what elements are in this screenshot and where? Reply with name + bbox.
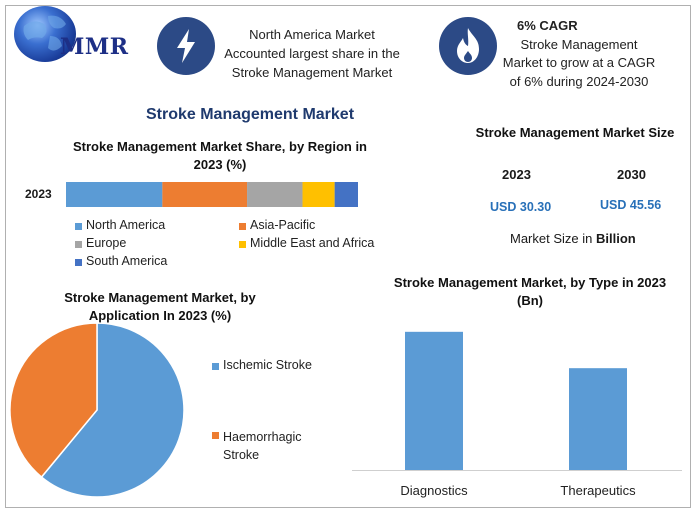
type-chart-title: Stroke Management Market, by Type in 202…	[393, 275, 667, 308]
cagr-title: 6% CAGR	[517, 18, 578, 33]
region-segment-south-america	[334, 182, 358, 207]
value-2030: USD 45.56	[600, 198, 662, 212]
legend-label-middle-east-and-africa: Middle East and Africa	[250, 236, 375, 250]
note-unit: Billion	[595, 231, 636, 246]
info-box-north-america: North America Market Accounted largest s…	[212, 25, 412, 82]
x-tick-label-diagnostics: Diagnostics	[400, 483, 468, 498]
main-title: Stroke Management Market	[145, 106, 355, 123]
region-category-label: 2023	[25, 187, 52, 201]
info-line: Stroke Management	[520, 36, 638, 52]
info-line: Stroke Management Market	[231, 65, 393, 80]
infographic-frame	[5, 5, 691, 508]
info-line: Market to grow at a CAGR	[502, 55, 656, 70]
pie-slice-haemorrhagic-stroke	[9, 322, 98, 479]
region-segment-middle-east-and-africa	[302, 182, 335, 207]
legend-swatch-north-america	[75, 223, 82, 230]
region-stacked-bar	[66, 182, 358, 207]
region-segment-europe	[247, 182, 303, 207]
market-size-title: Stroke Management Market Size	[475, 125, 675, 140]
legend-swatch-asia-pacific	[239, 223, 246, 230]
legend-label-asia-pacific: Asia-Pacific	[250, 218, 316, 232]
region-segment-north-america	[66, 182, 163, 207]
flame-icon	[439, 17, 497, 75]
year-2030-label: 2030	[617, 167, 646, 182]
lightning-icon	[157, 17, 215, 75]
logo-text: MMR	[60, 34, 129, 60]
value-2023: USD 30.30	[490, 200, 552, 214]
info-line: North America Market	[249, 27, 375, 42]
bar-diagnostics	[405, 331, 463, 470]
globe-logo-icon	[14, 6, 76, 62]
region-chart-title: Stroke Management Market Share, by Regio…	[72, 139, 368, 172]
legend-swatch-middle-east-and-africa	[239, 241, 246, 248]
info-box-cagr: 6% CAGR Stroke Management Market to grow…	[494, 17, 664, 91]
legend-swatch-south-america	[75, 259, 82, 266]
info-line: of 6% during 2024-2030	[509, 73, 649, 89]
legend-label-south-america: South America	[86, 254, 168, 268]
pie-slice-ischemic-stroke	[40, 322, 185, 498]
legend-label-europe: Europe	[86, 236, 127, 250]
legend-label-ischemic: Ischemic Stroke	[223, 358, 312, 372]
application-pie-chart	[9, 322, 185, 498]
bar-therapeutics	[569, 368, 627, 470]
type-bar-chart: Diagnostics Therapeutics	[352, 331, 682, 498]
legend-swatch-ischemic	[212, 363, 219, 370]
info-line: Accounted largest share in the	[224, 46, 400, 61]
legend-label-north-america: North America	[86, 218, 166, 232]
application-chart-title: Stroke Management Market, by Application…	[64, 290, 256, 323]
x-tick-label-therapeutics: Therapeutics	[560, 483, 636, 498]
legend-swatch-europe	[75, 241, 82, 248]
legend-swatch-haemorrhagic	[212, 432, 219, 439]
year-2023-label: 2023	[502, 167, 531, 182]
region-segment-asia-pacific	[162, 182, 248, 207]
note-prefix: Market Size in	[510, 231, 596, 246]
legend-label-haemorrhagic: Haemorrhagic Stroke	[223, 430, 302, 462]
market-size-note: Market Size in Billion	[510, 231, 636, 246]
